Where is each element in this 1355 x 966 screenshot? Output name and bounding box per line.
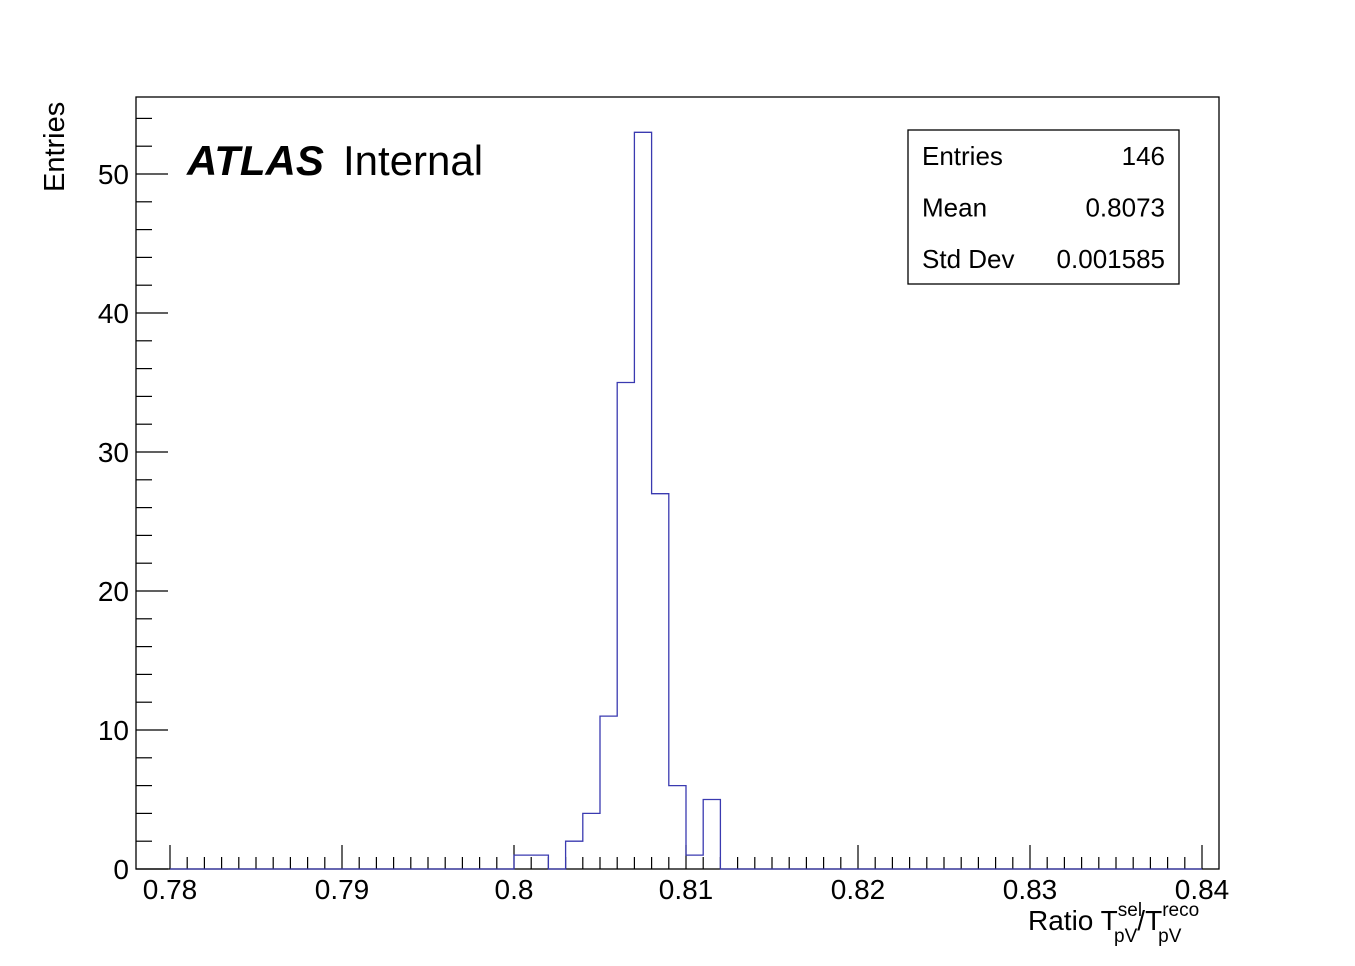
stats-value: 146 bbox=[1122, 141, 1165, 171]
x-tick-label: 0.83 bbox=[1003, 874, 1058, 905]
x-tick-label: 0.81 bbox=[659, 874, 714, 905]
stats-value: 0.001585 bbox=[1057, 244, 1165, 274]
y-axis-ticks: 0 10 20 30 40 50 bbox=[98, 117, 168, 885]
stats-name: Std Dev bbox=[922, 244, 1015, 274]
y-tick-label: 0 bbox=[113, 854, 129, 885]
x-tick-label: 0.8 bbox=[495, 874, 534, 905]
atlas-status-label: Internal bbox=[343, 137, 483, 184]
plot-frame bbox=[135, 96, 1220, 870]
y-tick-label: 50 bbox=[98, 159, 129, 190]
x-tick-label: 0.82 bbox=[831, 874, 886, 905]
stats-name: Mean bbox=[922, 193, 987, 223]
x-axis-label: Ratio Tsel pV/Treco pV bbox=[1028, 900, 1199, 947]
stats-value: 0.8073 bbox=[1085, 193, 1165, 223]
y-tick-label: 30 bbox=[98, 437, 129, 468]
atlas-label: ATLAS Internal bbox=[186, 137, 483, 184]
x-tick-label: 0.84 bbox=[1175, 874, 1230, 905]
stats-box: Entries 146 Mean 0.8073 Std Dev 0.001585 bbox=[907, 129, 1180, 285]
y-tick-label: 40 bbox=[98, 298, 129, 329]
y-tick-label: 10 bbox=[98, 715, 129, 746]
x-axis-ticks: 0.78 0.79 0.8 0.81 0.82 0.83 0.84 bbox=[143, 845, 1230, 905]
histogram-step-line bbox=[170, 131, 1202, 870]
x-tick-label: 0.78 bbox=[143, 874, 198, 905]
stats-box-frame bbox=[907, 129, 1180, 285]
stats-name: Entries bbox=[922, 141, 1003, 171]
y-tick-label: 20 bbox=[98, 576, 129, 607]
x-tick-label: 0.79 bbox=[315, 874, 370, 905]
y-axis-label: Entries bbox=[39, 102, 71, 192]
atlas-experiment-label: ATLAS bbox=[186, 137, 324, 184]
